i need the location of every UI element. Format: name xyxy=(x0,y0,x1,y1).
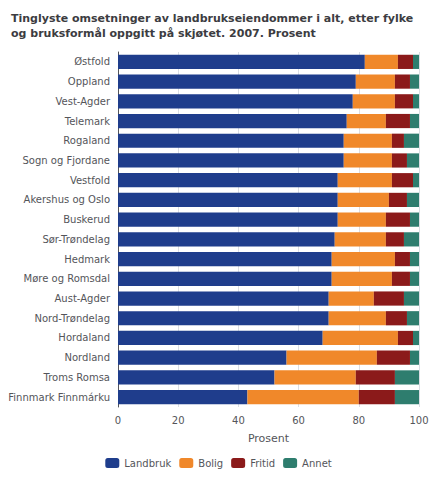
svg-text:og bruksformål oppgitt på skjø: og bruksformål oppgitt på skjøtet. 2007.… xyxy=(11,27,316,40)
svg-text:20: 20 xyxy=(172,415,185,426)
svg-text:Tinglyste omsetninger av landb: Tinglyste omsetninger av landbrukseiendo… xyxy=(11,12,413,25)
svg-text:Sogn og Fjordane: Sogn og Fjordane xyxy=(22,155,110,166)
svg-text:Finnmark Finnmárku: Finnmark Finnmárku xyxy=(8,392,110,403)
svg-text:Telemark: Telemark xyxy=(64,116,110,127)
svg-text:0: 0 xyxy=(115,415,121,426)
svg-text:Nord-Trøndelag: Nord-Trøndelag xyxy=(34,313,110,324)
svg-text:80: 80 xyxy=(352,415,365,426)
svg-text:Prosent: Prosent xyxy=(248,432,290,445)
svg-text:Møre og Romsdal: Møre og Romsdal xyxy=(24,273,110,284)
svg-text:Oppland: Oppland xyxy=(68,76,110,87)
svg-text:60: 60 xyxy=(292,415,305,426)
svg-text:40: 40 xyxy=(232,415,245,426)
svg-text:Nordland: Nordland xyxy=(65,352,110,363)
svg-text:Buskerud: Buskerud xyxy=(63,214,110,225)
svg-text:Akershus og Oslo: Akershus og Oslo xyxy=(24,194,110,205)
svg-text:100: 100 xyxy=(409,415,428,426)
svg-text:Troms Romsa: Troms Romsa xyxy=(43,372,110,383)
svg-text:Rogaland: Rogaland xyxy=(63,135,110,146)
svg-text:Vestfold: Vestfold xyxy=(70,175,110,186)
svg-text:Hedmark: Hedmark xyxy=(64,254,110,265)
svg-text:Fritid: Fritid xyxy=(250,458,275,469)
svg-text:Annet: Annet xyxy=(302,458,332,469)
svg-text:Landbruk: Landbruk xyxy=(124,458,171,469)
svg-text:Aust-Agder: Aust-Agder xyxy=(55,293,111,304)
svg-text:Hordaland: Hordaland xyxy=(58,332,110,343)
svg-text:Vest-Agder: Vest-Agder xyxy=(55,96,110,107)
svg-text:Sør-Trøndelag: Sør-Trøndelag xyxy=(42,234,110,245)
svg-text:Østfold: Østfold xyxy=(74,56,110,67)
svg-text:Bolig: Bolig xyxy=(198,458,223,469)
